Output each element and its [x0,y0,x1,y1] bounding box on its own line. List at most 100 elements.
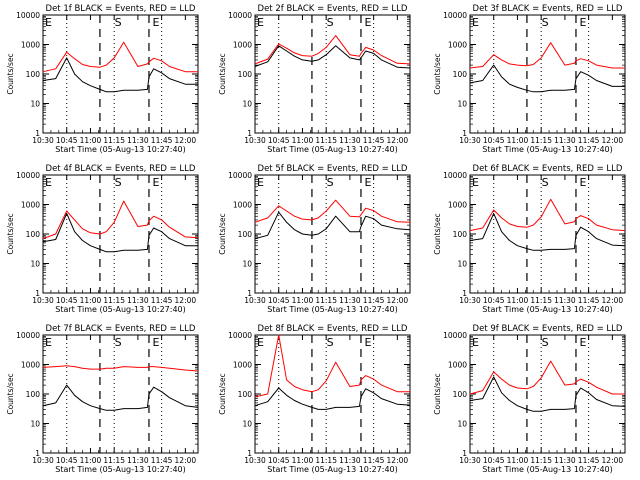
period-marker-label: E [580,16,587,29]
lld-series-line [469,42,625,69]
detector-panel-4: Det 4f BLACK = Events, RED = LLD 1 10 100 10… [6,164,199,314]
x-tick-label: 11:15 [530,136,552,145]
y-tick-label: 10 [30,100,40,109]
detector-panel-3: Det 3f BLACK = Events, RED = LLD 1 10 100 10… [433,4,626,154]
y-axis-label: Counts/sec [6,213,15,254]
period-marker-label: E [472,336,479,349]
period-marker-label: E [45,176,52,189]
period-marker-label: E [472,176,479,189]
events-series-line [42,57,198,93]
x-tick-label: 10:30 [459,136,481,145]
x-tick-label: 11:30 [127,296,149,305]
x-tick-label: 11:15 [103,456,125,465]
y-axis-label: Counts/sec [6,53,15,94]
x-tick-label: 11:00 [507,296,529,305]
lld-series-line [469,360,625,395]
period-marker-label: E [472,16,479,29]
x-tick-label: 11:45 [578,296,600,305]
panel-title: Det 7f BLACK = Events, RED = LLD [46,324,196,334]
x-tick-label: 11:30 [339,136,361,145]
x-tick-label: 11:30 [127,136,149,145]
y-tick-label: 10 [30,420,40,429]
y-tick-label: 1 [35,129,40,138]
lld-series-line [254,35,411,65]
x-tick-label: 11:30 [339,456,361,465]
x-tick-label: 11:45 [151,296,173,305]
x-tick-label: 10:30 [244,456,266,465]
x-tick-label: 11:00 [80,296,102,305]
y-tick-label: 10 [457,100,467,109]
x-tick-label: 11:30 [554,296,576,305]
x-tick-label: 11:30 [339,296,361,305]
y-tick-label: 10 [30,260,40,269]
panel-title: Det 2f BLACK = Events, RED = LLD [258,4,408,14]
y-tick-label: 10000 [16,171,40,180]
x-tick-label: 10:45 [56,136,78,145]
y-tick-label: 1 [247,129,252,138]
lld-series-line [42,365,199,372]
x-tick-label: 12:00 [387,136,409,145]
lld-series-line [42,41,198,73]
x-tick-label: 12:00 [602,456,624,465]
x-tick-label: 11:45 [578,136,600,145]
y-tick-label: 1000 [233,361,252,370]
x-axis-label: Start Time (05-Aug-13 10:27:40) [482,145,613,154]
x-tick-label: 10:45 [268,296,290,305]
x-axis-label: Start Time (05-Aug-13 10:27:40) [55,465,186,474]
period-marker-label: S [327,176,334,189]
y-tick-label: 1 [247,289,252,298]
panel-title: Det 1f BLACK = Events, RED = LLD [46,4,196,14]
x-tick-label: 12:00 [387,456,409,465]
events-series-line [42,384,199,411]
y-tick-label: 1 [35,289,40,298]
period-marker-label: S [327,16,334,29]
x-tick-label: 10:30 [32,136,54,145]
period-marker-label: E [580,176,587,189]
y-tick-label: 1 [462,129,467,138]
detector-panel-9: Det 9f BLACK = Events, RED = LLD 1 10 100 10… [433,324,626,474]
y-tick-label: 1000 [21,361,40,370]
x-tick-label: 11:30 [554,456,576,465]
x-tick-label: 11:45 [363,296,385,305]
y-axis-label: Counts/sec [218,373,227,414]
detector-panel-1: Det 1f BLACK = Events, RED = LLD 1 10 100 10… [6,4,199,154]
x-tick-label: 11:00 [292,296,314,305]
y-tick-label: 1000 [21,41,40,50]
y-tick-label: 100 [26,390,41,399]
x-tick-label: 11:00 [80,136,102,145]
events-series-line [254,211,411,240]
y-tick-label: 100 [26,70,41,79]
events-series-line [469,376,626,412]
y-tick-label: 1000 [448,201,467,210]
y-tick-label: 10 [242,260,252,269]
x-tick-label: 11:15 [530,456,552,465]
detector-panel-2: Det 2f BLACK = Events, RED = LLD 1 10 100 10… [218,4,411,154]
y-axis-label: Counts/sec [6,373,15,414]
y-tick-label: 10000 [16,11,40,20]
y-tick-label: 10 [457,420,467,429]
period-marker-label: S [115,176,122,189]
x-axis-label: Start Time (05-Aug-13 10:27:40) [55,305,186,314]
x-tick-label: 11:15 [103,136,125,145]
y-tick-label: 100 [453,70,468,79]
x-tick-label: 11:00 [80,456,102,465]
detector-panel-5: Det 5f BLACK = Events, RED = LLD 1 10 100 10… [218,164,411,314]
y-tick-label: 1000 [21,201,40,210]
period-marker-label: E [580,336,587,349]
x-tick-label: 11:00 [292,456,314,465]
y-axis-label: Counts/sec [433,53,442,94]
x-tick-label: 11:45 [363,136,385,145]
detector-panel-6: Det 6f BLACK = Events, RED = LLD 1 10 100 10… [433,164,626,314]
lld-series-line [254,334,410,398]
panel-title: Det 6f BLACK = Events, RED = LLD [473,164,623,174]
x-tick-label: 12:00 [175,136,197,145]
period-marker-label: E [153,336,160,349]
x-axis-label: Start Time (05-Aug-13 10:27:40) [267,465,398,474]
period-marker-label: S [542,336,549,349]
x-tick-label: 11:15 [530,296,552,305]
x-tick-label: 10:30 [32,456,54,465]
x-tick-label: 12:00 [602,136,624,145]
period-marker-label: E [257,16,264,29]
x-tick-label: 10:45 [483,136,505,145]
